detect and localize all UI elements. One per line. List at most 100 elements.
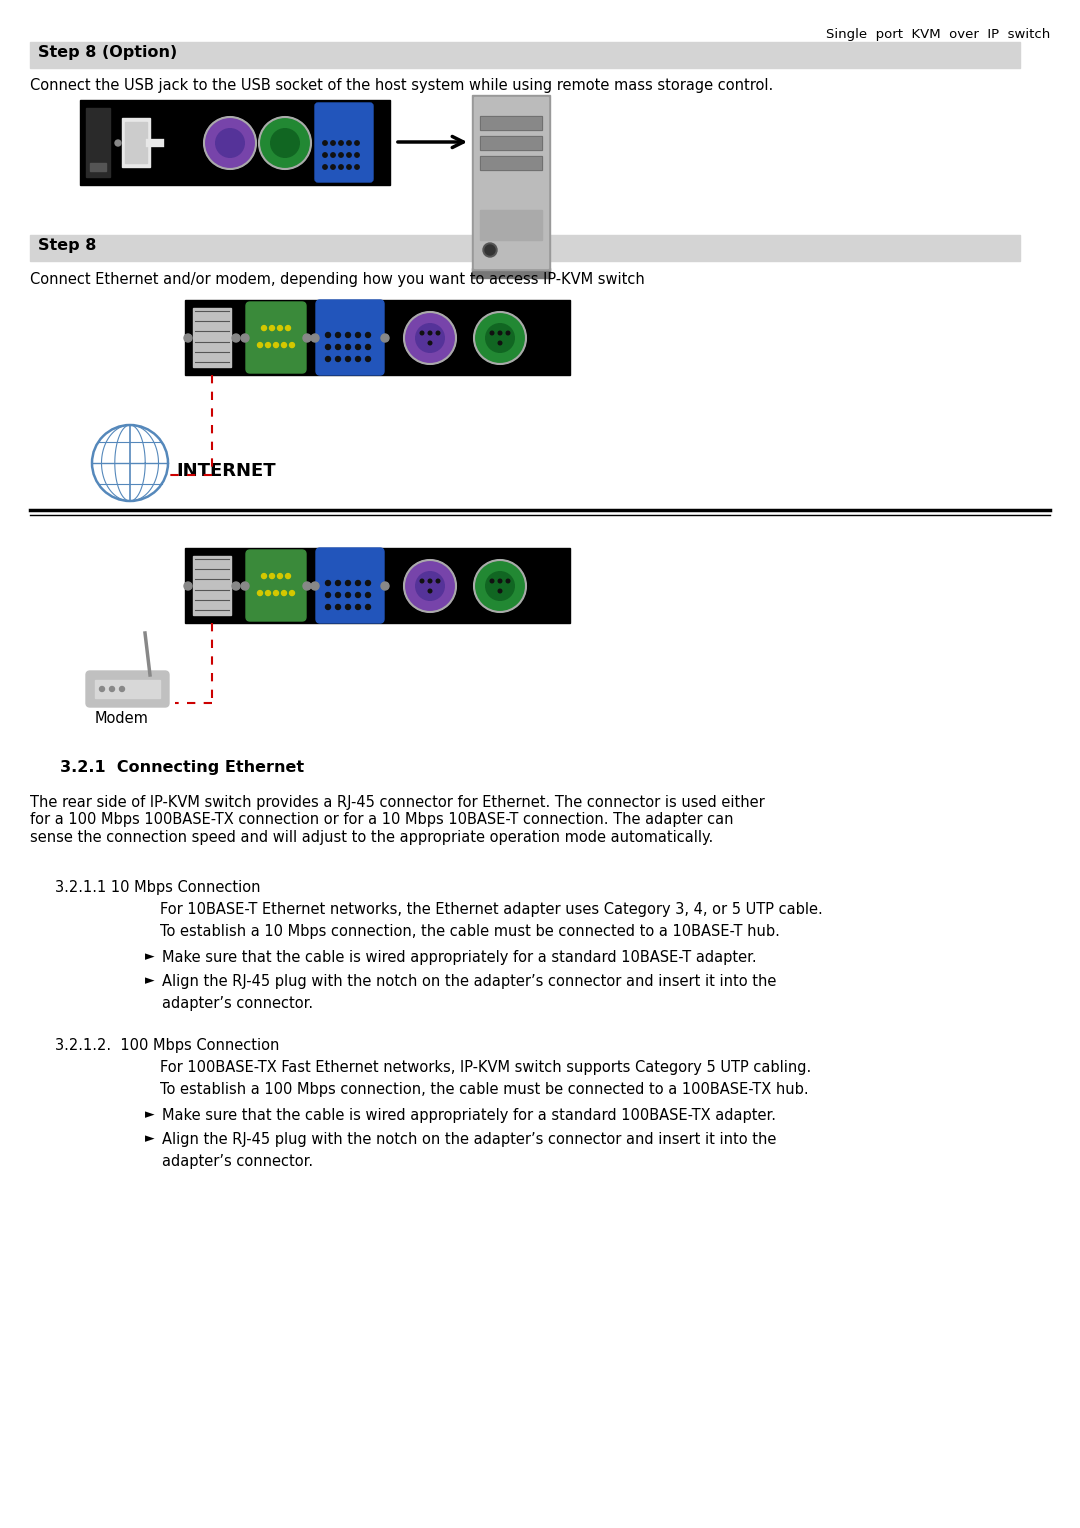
Bar [95,680,160,698]
Text: Step 8 (Option): Step 8 (Option) [38,44,177,60]
Circle shape [498,579,502,582]
Circle shape [498,590,502,593]
Circle shape [346,333,351,338]
Bar [472,267,550,278]
Circle shape [346,593,351,597]
Text: 3.2.1  Connecting Ethernet: 3.2.1 Connecting Ethernet [60,759,305,775]
Circle shape [336,356,340,362]
Circle shape [355,141,360,145]
Bar [480,116,542,130]
Circle shape [114,141,121,147]
Circle shape [184,335,192,342]
Circle shape [339,165,343,170]
Circle shape [507,332,510,335]
Text: Step 8: Step 8 [38,238,96,254]
Circle shape [486,571,514,601]
Circle shape [483,243,497,257]
Bar [80,99,390,185]
Text: INTERNET: INTERNET [176,461,275,480]
Circle shape [416,571,444,601]
Bar [480,136,542,150]
Circle shape [381,335,389,342]
Circle shape [365,593,370,597]
Circle shape [282,342,286,347]
Circle shape [282,590,286,596]
Circle shape [257,342,262,347]
Circle shape [474,312,526,364]
Circle shape [355,581,361,585]
FancyBboxPatch shape [315,102,373,182]
Text: Align the RJ-45 plug with the notch on the adapter’s connector and insert it int: Align the RJ-45 plug with the notch on t… [162,1132,777,1148]
FancyBboxPatch shape [246,303,306,373]
Circle shape [428,590,432,593]
Text: Connect Ethernet and/or modem, depending how you want to access IP-KVM switch: Connect Ethernet and/or modem, depending… [30,272,645,287]
Text: ►: ► [145,973,154,987]
Circle shape [323,165,327,170]
Circle shape [355,344,361,350]
Circle shape [381,582,389,590]
Bar [125,122,147,163]
Circle shape [474,559,526,613]
Circle shape [336,344,340,350]
Text: Connect the USB jack to the USB socket of the host system while using remote mas: Connect the USB jack to the USB socket o… [30,78,773,93]
Bar [480,156,542,170]
Circle shape [184,582,192,590]
Circle shape [261,573,267,579]
Text: Make sure that the cable is wired appropriately for a standard 10BASE-T adapter.: Make sure that the cable is wired approp… [162,950,757,966]
FancyBboxPatch shape [316,299,384,374]
Circle shape [490,332,494,335]
Circle shape [365,333,370,338]
Circle shape [336,333,340,338]
Text: Modem: Modem [95,711,149,726]
Circle shape [486,324,514,353]
Circle shape [339,153,343,157]
Text: adapter’s connector.: adapter’s connector. [162,996,313,1012]
Circle shape [365,581,370,585]
Text: ►: ► [145,1108,154,1122]
Text: To establish a 100 Mbps connection, the cable must be connected to a 100BASE-TX : To establish a 100 Mbps connection, the … [160,1082,809,1097]
Circle shape [436,332,440,335]
Circle shape [278,325,283,330]
Circle shape [347,165,351,170]
Circle shape [330,165,335,170]
Circle shape [355,153,360,157]
Text: For 100BASE-TX Fast Ethernet networks, IP-KVM switch supports Category 5 UTP cab: For 100BASE-TX Fast Ethernet networks, I… [160,1060,811,1076]
Circle shape [428,579,432,582]
Circle shape [285,325,291,330]
Circle shape [270,573,274,579]
Circle shape [273,590,279,596]
Circle shape [336,605,340,610]
Circle shape [259,118,311,170]
Circle shape [311,582,319,590]
Circle shape [273,342,279,347]
Bar [185,299,570,374]
Circle shape [257,590,262,596]
Circle shape [347,141,351,145]
Circle shape [498,341,502,345]
Bar [472,95,550,270]
Circle shape [232,582,240,590]
Text: Single  port  KVM  over  IP  switch: Single port KVM over IP switch [826,28,1050,41]
Circle shape [346,605,351,610]
Text: To establish a 10 Mbps connection, the cable must be connected to a 10BASE-T hub: To establish a 10 Mbps connection, the c… [160,924,780,940]
Circle shape [289,590,295,596]
Text: Align the RJ-45 plug with the notch on the adapter’s connector and insert it int: Align the RJ-45 plug with the notch on t… [162,973,777,989]
Circle shape [365,344,370,350]
Text: adapter’s connector.: adapter’s connector. [162,1154,313,1169]
Bar [480,136,542,150]
Bar [122,118,150,167]
Circle shape [355,356,361,362]
Circle shape [266,342,270,347]
Circle shape [241,335,249,342]
Circle shape [303,582,311,590]
Circle shape [339,141,343,145]
Circle shape [355,165,360,170]
Circle shape [355,605,361,610]
Bar [30,235,1020,261]
Circle shape [325,605,330,610]
Text: For 10BASE-T Ethernet networks, the Ethernet adapter uses Category 3, 4, or 5 UT: For 10BASE-T Ethernet networks, the Ethe… [160,902,823,917]
Circle shape [99,686,105,692]
Circle shape [507,579,510,582]
Circle shape [336,593,340,597]
Text: 3.2.1.2.  100 Mbps Connection: 3.2.1.2. 100 Mbps Connection [55,1038,280,1053]
